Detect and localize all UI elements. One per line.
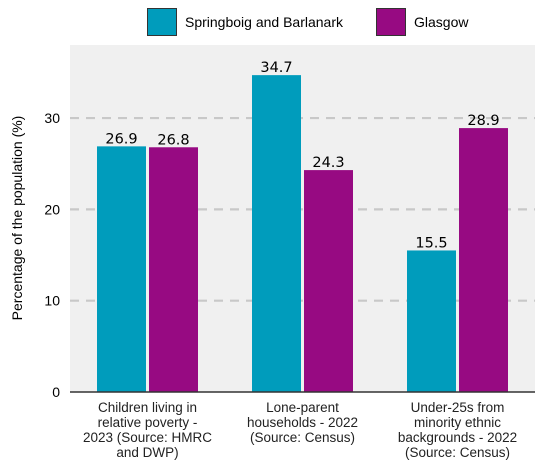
bar [407, 250, 456, 392]
legend-item-springboig: Springboig and Barlanark [147, 8, 343, 36]
y-tick-label: 10 [44, 293, 60, 309]
legend-swatch-glasgow [376, 8, 406, 36]
y-tick-label: 0 [52, 384, 60, 400]
legend-swatch-springboig [147, 8, 177, 36]
data-label: 26.8 [157, 132, 189, 148]
legend-label-springboig: Springboig and Barlanark [185, 14, 343, 30]
y-tick-label: 20 [44, 201, 60, 217]
x-tick-label: Lone-parent households - 2022 (Source: Cen… [247, 400, 358, 445]
legend-label-glasgow: Glasgow [414, 14, 469, 30]
y-tick-label: 30 [44, 110, 60, 126]
data-label: 15.5 [415, 235, 447, 251]
data-label: 28.9 [467, 113, 499, 129]
plot-area [70, 45, 535, 392]
data-label: 34.7 [260, 60, 292, 76]
bar [149, 147, 198, 392]
y-axis-title: Percentage of the population (%) [9, 116, 25, 321]
legend-item-glasgow: Glasgow [376, 8, 468, 36]
bar [252, 75, 301, 392]
bar [97, 146, 146, 392]
bar [459, 128, 508, 393]
x-tick-label: Children living in relative poverty -2023… [83, 400, 212, 460]
bar [304, 170, 353, 392]
legend: Springboig and Barlanark Glasgow [0, 8, 535, 38]
x-tick-label: Under-25s from minority ethnic backgrounds… [398, 400, 517, 460]
data-label: 24.3 [312, 155, 344, 171]
data-label: 26.9 [105, 131, 137, 147]
